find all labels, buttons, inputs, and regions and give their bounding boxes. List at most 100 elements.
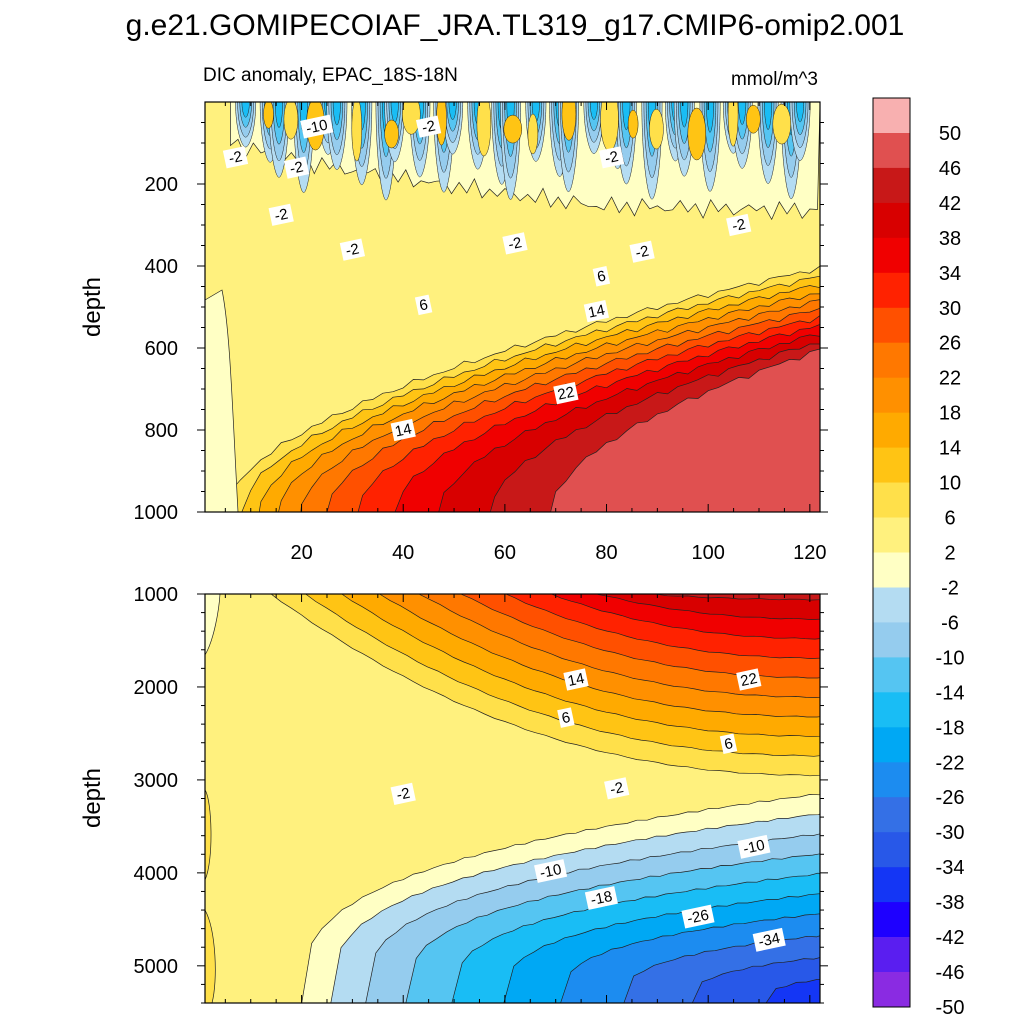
- upper-band-42: [550, 348, 820, 512]
- contour-label-box: [584, 886, 618, 910]
- contour-label-box: [553, 382, 579, 405]
- colorbar-label: -34: [936, 857, 965, 879]
- upper-eddy-finger: [680, 102, 689, 128]
- colorbar-swatch: [873, 867, 910, 903]
- lower-negative-band-38: [765, 978, 820, 1003]
- upper-warm-patch: [772, 103, 792, 145]
- contour-label-text: -26: [686, 907, 711, 928]
- lower-axes: 1000 2000 3000 4000 5000: [134, 584, 828, 1004]
- lower-contour-labels: 14 22 6 6 -2 -2 -10 -10 -18 -26 -34: [390, 668, 786, 952]
- colorbar-swatch: [873, 342, 910, 378]
- colorbar-swatch: [873, 552, 910, 588]
- colorbar-label: 38: [939, 228, 961, 250]
- x-tick-label: 100: [692, 542, 725, 564]
- upper-warm-patch: [283, 102, 299, 140]
- upper-eddy-finger: [241, 102, 250, 118]
- contour-label-box: [726, 213, 752, 237]
- contour-label-box: [339, 238, 366, 261]
- panel-subtitle: DIC anomaly, EPAC_18S-18N: [203, 65, 458, 86]
- contour-label: 14: [583, 300, 610, 323]
- contour-label: -10: [737, 834, 771, 859]
- contour-label: -10: [534, 859, 568, 883]
- upper-eddy-finger: [274, 102, 283, 128]
- contour-label-box: [502, 232, 528, 255]
- y-tick-label: 1000: [134, 502, 179, 524]
- colorbar-label: 42: [939, 193, 961, 215]
- colorbar-label: 34: [939, 263, 961, 285]
- x-axis: 20 40 60 80 100 120: [290, 542, 826, 564]
- contour-label: -2: [415, 115, 442, 138]
- contour-label-text: -2: [288, 158, 305, 177]
- contour-label-text: -2: [609, 779, 626, 798]
- lower-positive-band-34: [597, 594, 820, 620]
- colorbar-label: 2: [944, 543, 955, 565]
- colorbar-swatch: [873, 622, 910, 658]
- contour-label: 14: [563, 668, 589, 691]
- contour-label: -34: [752, 927, 786, 952]
- contour-label: 6: [557, 707, 575, 728]
- upper-warm-patch: [351, 102, 363, 162]
- upper-warm-patch: [727, 102, 739, 147]
- contour-label-text: -2: [420, 117, 437, 136]
- contour-label-box: [719, 733, 738, 754]
- contour-label: -26: [681, 904, 715, 929]
- colorbar-label: -10: [936, 647, 965, 669]
- colorbar-swatch: [873, 307, 910, 344]
- contour-label: 22: [553, 382, 579, 405]
- upper-warm-patch: [687, 107, 707, 161]
- colorbar-swatch: [873, 447, 910, 483]
- colorbar-swatch: [873, 762, 910, 798]
- contour-label-text: 14: [587, 302, 607, 322]
- colorbar-swatch: [873, 237, 910, 274]
- colorbar-swatch: [873, 377, 910, 413]
- contour-label-text: -34: [757, 930, 782, 951]
- colorbar-label: -2: [941, 578, 959, 600]
- units-label: mmol/m^3: [731, 69, 818, 90]
- contour-label-text: 6: [596, 268, 608, 286]
- upper-ylabel: depth: [79, 277, 106, 337]
- y-tick-label: 800: [145, 420, 178, 442]
- colorbar-swatch: [873, 98, 910, 134]
- colorbar-swatch: [873, 972, 910, 1008]
- upper-warm-patch: [600, 102, 619, 152]
- contour-label-text: -10: [305, 117, 330, 138]
- colorbar-label: 30: [939, 298, 961, 320]
- contour-label: 6: [719, 733, 738, 754]
- x-tick-label: 80: [595, 542, 617, 564]
- contour-label-box: [737, 834, 771, 859]
- contour-label: -2: [629, 240, 655, 263]
- lower-ylabel: depth: [79, 768, 106, 828]
- upper-warm-patch: [649, 108, 664, 150]
- contour-label-box: [681, 904, 715, 929]
- contour-label: 22: [736, 668, 762, 691]
- upper-eddy-finger: [448, 102, 457, 120]
- contour-label-box: [415, 115, 442, 138]
- x-tick-label: 120: [793, 542, 826, 564]
- contour-label-box: [222, 146, 249, 169]
- colorbar-label: 18: [939, 403, 961, 425]
- y-tick-label: 2000: [134, 677, 179, 699]
- contour-label: -18: [584, 886, 618, 910]
- colorbar-swatch: [873, 727, 910, 763]
- contour-label: -2: [339, 238, 366, 261]
- colorbar: 50 46 42 38 34 30 26 22 18 14 10 6 2 -2 -6 -10 -14 -18 -22…: [872, 97, 965, 1019]
- colorbar-label: 22: [939, 368, 961, 390]
- upper-contour-labels: -10 -2 -2 -2 -2 -2 -2 -2 -2 -2 6 6 14 22 14: [222, 114, 752, 442]
- contour-label-text: -2: [603, 148, 620, 167]
- contour-label: -2: [283, 156, 310, 179]
- contour-label-box: [604, 777, 630, 800]
- colorbar-swatch: [873, 202, 910, 239]
- contour-label: -2: [222, 146, 249, 169]
- contour-label-box: [534, 859, 568, 883]
- colorbar-label: -6: [941, 612, 959, 634]
- upper-warm-patch: [384, 119, 399, 149]
- colorbar-swatch: [873, 272, 910, 309]
- contour-label-text: 14: [393, 420, 413, 440]
- contour-label-text: -2: [507, 234, 524, 253]
- colorbar-label: 26: [939, 333, 961, 355]
- upper-eddy-finger: [738, 102, 747, 125]
- upper-axes: 200 400 600 800 1000: [134, 102, 828, 524]
- upper-warm-patch: [746, 104, 761, 134]
- colorbar-label: -30: [936, 822, 965, 844]
- colorbar-label: 50: [939, 123, 961, 145]
